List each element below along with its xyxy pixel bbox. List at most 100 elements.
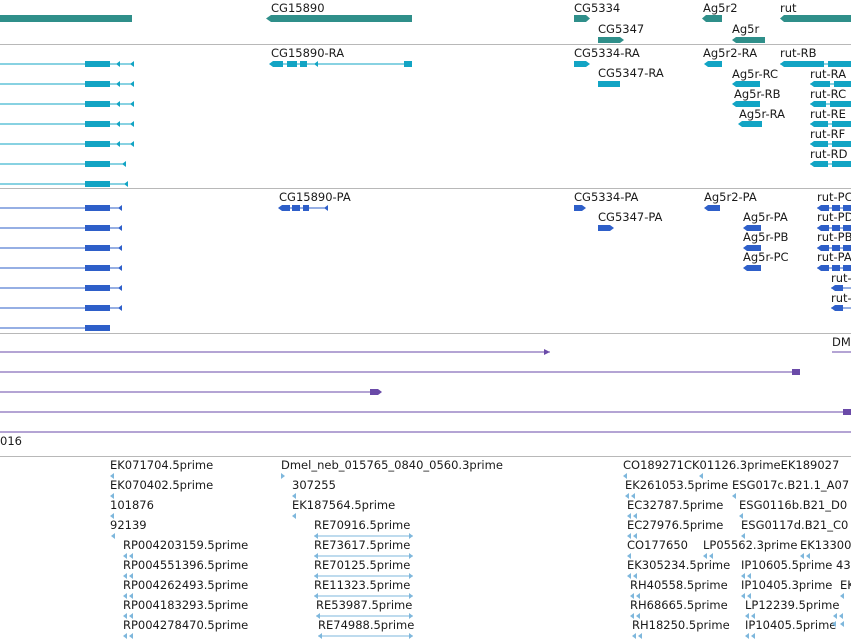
transcript-feature[interactable] (0, 121, 134, 127)
est-feature[interactable]: IP10605.5prime 43 (741, 558, 851, 579)
protein-feature[interactable] (0, 245, 122, 251)
est-feature[interactable]: CO189271CK01126.3primeEK189027 (623, 458, 839, 479)
est-feature[interactable]: RE70916.5prime (314, 518, 413, 539)
protein-feature[interactable]: CG5334-PA (574, 190, 639, 211)
transcript-feature[interactable]: rut-RC (810, 87, 851, 107)
protein-feature[interactable] (0, 205, 122, 211)
gene-feature[interactable]: Ag5r (732, 22, 765, 43)
est-feature[interactable]: IP10405.5prime (745, 618, 836, 639)
transcript-label: Ag5r2-RA (703, 46, 757, 60)
est-feature[interactable]: CO177650 (627, 538, 688, 559)
est-feature[interactable]: RE74988.5prime (318, 618, 414, 639)
protein-feature[interactable]: rut-PA (817, 250, 851, 271)
transcript-feature[interactable]: Ag5r-RB (732, 87, 781, 107)
transcript-feature[interactable]: CG5347-RA (598, 66, 664, 87)
est-feature[interactable]: LP12239.5prime (745, 598, 839, 619)
protein-feature[interactable]: Ag5r2-PA (704, 190, 757, 211)
est-label: RP004278470.5prime (123, 618, 248, 632)
est-feature[interactable]: EK (840, 578, 851, 599)
gene-feature[interactable]: CG5347 (598, 22, 644, 43)
transcript-feature[interactable] (0, 161, 126, 167)
est-feature[interactable]: EK187564.5prime (292, 498, 395, 519)
transcript-feature[interactable]: rut-RE (810, 107, 851, 127)
est-feature[interactable]: RP004203159.5prime (123, 538, 248, 559)
est-label: Dmel_neb_015765_0840_0560.3prime (281, 458, 503, 472)
est-label: ESG0116b.B21_D0 (739, 498, 847, 512)
est-feature[interactable]: RP004278470.5prime (123, 618, 248, 639)
transcript-label: CG5347-RA (598, 66, 664, 80)
protein-feature[interactable] (0, 285, 122, 291)
gene-feature[interactable]: rut (780, 1, 851, 22)
transcript-feature[interactable] (0, 81, 134, 87)
transcript-feature[interactable]: rut-RA (810, 67, 851, 87)
transcript-feature[interactable] (0, 101, 134, 107)
transcript-feature[interactable] (0, 61, 134, 67)
est-feature[interactable] (833, 613, 843, 619)
transcript-feature[interactable]: rut-RF (810, 127, 851, 147)
alignment-feature[interactable]: 016 (0, 431, 851, 448)
est-feature[interactable]: RP004183293.5prime (123, 598, 248, 619)
protein-feature[interactable]: Ag5r-PA (743, 210, 788, 231)
transcript-feature[interactable]: Ag5r-RA (738, 107, 785, 127)
transcript-feature[interactable]: CG5334-RA (574, 46, 640, 67)
est-feature[interactable]: Dmel_neb_015765_0840_0560.3prime (281, 458, 503, 479)
est-feature[interactable]: ESG017c.B21.1_A07 (732, 478, 849, 499)
est-feature[interactable]: RE70125.5prime (314, 558, 413, 579)
est-feature[interactable]: 101876 (110, 498, 154, 519)
est-feature[interactable]: EK070402.5prime (110, 478, 213, 499)
protein-feature[interactable]: rut- (831, 271, 851, 291)
gene-feature[interactable] (0, 15, 132, 22)
alignment-feature[interactable] (0, 389, 382, 395)
protein-feature[interactable]: Ag5r-PC (743, 250, 789, 271)
protein-feature[interactable] (0, 305, 122, 311)
protein-feature[interactable] (0, 225, 122, 231)
protein-feature[interactable]: rut- (831, 291, 851, 311)
est-feature[interactable]: EC32787.5prime (627, 498, 723, 519)
gene-feature[interactable]: CG5334 (574, 1, 620, 22)
alignment-feature[interactable] (0, 349, 550, 355)
transcript-feature[interactable]: CG15890-RA (269, 46, 412, 67)
est-label: EK071704.5prime (110, 458, 213, 472)
transcript-feature[interactable]: rut-RD (810, 147, 851, 167)
est-feature[interactable]: RP004551396.5prime (123, 558, 248, 579)
protein-feature[interactable] (0, 265, 122, 271)
est-feature[interactable]: 92139 (110, 518, 147, 539)
est-feature[interactable]: LP05562.3prime (703, 538, 797, 559)
protein-feature[interactable]: Ag5r-PB (743, 230, 789, 251)
protein-feature[interactable] (0, 325, 110, 331)
protein-feature[interactable]: CG5347-PA (598, 210, 663, 231)
est-feature[interactable]: IP10405.3prime (741, 578, 832, 599)
est-feature[interactable]: EK071704.5prime (110, 458, 213, 479)
est-feature[interactable]: EK261053.5prime (625, 478, 728, 499)
est-label: LP12239.5prime (745, 598, 839, 612)
alignment-feature[interactable]: DM (832, 335, 851, 353)
transcript-feature[interactable]: Ag5r-RC (732, 67, 778, 87)
est-feature[interactable]: ESG0116b.B21_D0 (739, 498, 847, 519)
gene-feature[interactable]: Ag5r2 (702, 1, 738, 22)
protein-feature[interactable]: rut-PD (817, 210, 851, 231)
alignment-feature[interactable] (0, 369, 800, 375)
gene-feature[interactable]: CG15890 (266, 1, 412, 22)
alignment-feature[interactable] (0, 409, 851, 415)
est-feature[interactable]: RE73617.5prime (314, 538, 413, 559)
est-feature[interactable]: RE53987.5prime (316, 598, 413, 619)
protein-feature[interactable]: rut-PB (817, 230, 851, 251)
transcript-feature[interactable]: rut-RB (780, 46, 851, 67)
est-feature[interactable]: RH18250.5prime (632, 618, 730, 639)
transcript-feature[interactable] (0, 141, 134, 147)
transcript-feature[interactable] (0, 181, 128, 187)
transcript-feature[interactable]: Ag5r2-RA (703, 46, 757, 67)
est-feature[interactable]: 307255 (292, 478, 336, 499)
est-feature[interactable]: EC27976.5prime (627, 518, 723, 539)
est-feature[interactable]: RH68665.5prime (630, 598, 728, 619)
est-feature[interactable]: RP004262493.5prime (123, 578, 248, 599)
est-label: EK070402.5prime (110, 478, 213, 492)
est-feature[interactable]: RE11323.5prime (314, 578, 413, 599)
protein-feature[interactable]: rut-PC (817, 190, 851, 211)
est-feature[interactable] (832, 621, 844, 627)
est-feature[interactable]: EK13300 (800, 538, 851, 559)
est-feature[interactable]: ESG0117d.B21_C0 (741, 518, 848, 539)
est-feature[interactable]: EK305234.5prime (627, 558, 730, 579)
protein-feature[interactable]: CG15890-PA (278, 190, 351, 211)
est-feature[interactable]: RH40558.5prime (630, 578, 728, 599)
